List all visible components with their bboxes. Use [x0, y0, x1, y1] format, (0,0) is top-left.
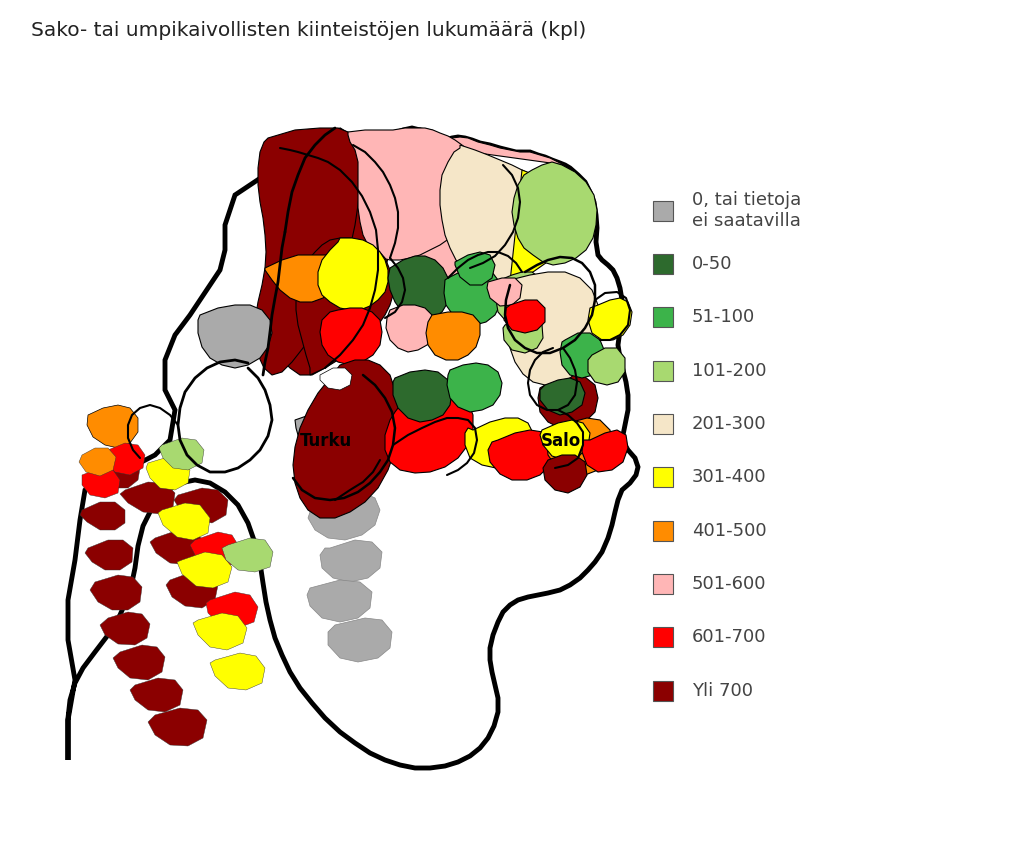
Text: 101-200: 101-200 — [692, 362, 766, 379]
Text: Turku: Turku — [299, 433, 352, 450]
Polygon shape — [80, 502, 125, 530]
Polygon shape — [504, 300, 545, 333]
Polygon shape — [503, 318, 543, 353]
Polygon shape — [206, 592, 258, 628]
Polygon shape — [540, 378, 585, 415]
FancyBboxPatch shape — [653, 467, 674, 488]
Text: Yli 700: Yli 700 — [692, 682, 753, 699]
Polygon shape — [538, 375, 598, 428]
Polygon shape — [582, 430, 628, 472]
Polygon shape — [348, 128, 565, 280]
Polygon shape — [210, 653, 265, 690]
Polygon shape — [296, 238, 393, 375]
Polygon shape — [95, 456, 140, 488]
Polygon shape — [319, 368, 352, 390]
Polygon shape — [440, 145, 562, 282]
Polygon shape — [393, 370, 452, 422]
Polygon shape — [496, 272, 545, 325]
Polygon shape — [588, 298, 632, 340]
Polygon shape — [512, 162, 597, 265]
Polygon shape — [488, 430, 555, 480]
Polygon shape — [198, 305, 272, 368]
FancyBboxPatch shape — [653, 307, 674, 328]
Text: 301-400: 301-400 — [692, 469, 766, 486]
Text: 601-700: 601-700 — [692, 629, 766, 646]
Polygon shape — [455, 252, 495, 285]
Text: Sako- tai umpikaivollisten kiinteistöjen lukumäärä (kpl): Sako- tai umpikaivollisten kiinteistöjen… — [31, 22, 586, 40]
FancyBboxPatch shape — [653, 414, 674, 434]
Polygon shape — [388, 256, 450, 320]
Polygon shape — [540, 420, 590, 460]
Polygon shape — [426, 312, 480, 360]
Polygon shape — [79, 448, 116, 476]
Polygon shape — [543, 455, 587, 493]
Polygon shape — [293, 360, 398, 518]
Polygon shape — [487, 278, 522, 306]
FancyBboxPatch shape — [653, 574, 674, 594]
Polygon shape — [120, 482, 175, 514]
Polygon shape — [105, 443, 145, 475]
Polygon shape — [319, 540, 382, 582]
Polygon shape — [158, 503, 210, 540]
Polygon shape — [560, 333, 605, 378]
FancyBboxPatch shape — [653, 520, 674, 541]
FancyBboxPatch shape — [653, 680, 674, 701]
Polygon shape — [177, 552, 232, 588]
Polygon shape — [255, 128, 360, 375]
Polygon shape — [222, 538, 273, 572]
Polygon shape — [150, 530, 205, 565]
FancyBboxPatch shape — [653, 360, 674, 381]
Polygon shape — [85, 540, 133, 570]
Polygon shape — [68, 128, 638, 768]
Polygon shape — [386, 305, 435, 352]
Text: 201-300: 201-300 — [692, 415, 766, 433]
Polygon shape — [295, 410, 375, 470]
Text: 51-100: 51-100 — [692, 309, 755, 326]
Polygon shape — [447, 363, 502, 412]
Polygon shape — [348, 128, 483, 260]
Polygon shape — [148, 708, 207, 746]
Polygon shape — [510, 170, 568, 282]
Polygon shape — [82, 468, 120, 498]
Polygon shape — [307, 580, 372, 622]
Polygon shape — [113, 645, 165, 680]
Text: Salo: Salo — [541, 433, 582, 450]
Text: 0, tai tietoja
ei saatavilla: 0, tai tietoja ei saatavilla — [692, 191, 801, 230]
Text: 501-600: 501-600 — [692, 575, 766, 593]
Polygon shape — [308, 492, 380, 540]
Polygon shape — [547, 418, 612, 475]
Polygon shape — [130, 678, 183, 712]
Polygon shape — [159, 438, 204, 470]
Polygon shape — [319, 308, 382, 365]
FancyBboxPatch shape — [653, 627, 674, 648]
Polygon shape — [385, 393, 473, 473]
Polygon shape — [444, 268, 502, 325]
Polygon shape — [146, 457, 190, 490]
Polygon shape — [90, 575, 142, 610]
Polygon shape — [193, 613, 247, 650]
Polygon shape — [508, 272, 600, 385]
FancyBboxPatch shape — [653, 200, 674, 221]
Polygon shape — [465, 418, 534, 468]
Polygon shape — [87, 405, 138, 448]
Polygon shape — [166, 572, 218, 608]
Text: 401-500: 401-500 — [692, 522, 766, 539]
Polygon shape — [268, 132, 393, 375]
Polygon shape — [265, 255, 340, 302]
Text: 0-50: 0-50 — [692, 255, 732, 273]
Polygon shape — [328, 618, 392, 662]
Polygon shape — [318, 238, 388, 310]
Polygon shape — [174, 488, 228, 523]
Polygon shape — [100, 612, 150, 645]
FancyBboxPatch shape — [653, 254, 674, 274]
Polygon shape — [190, 532, 240, 568]
Polygon shape — [588, 348, 625, 385]
